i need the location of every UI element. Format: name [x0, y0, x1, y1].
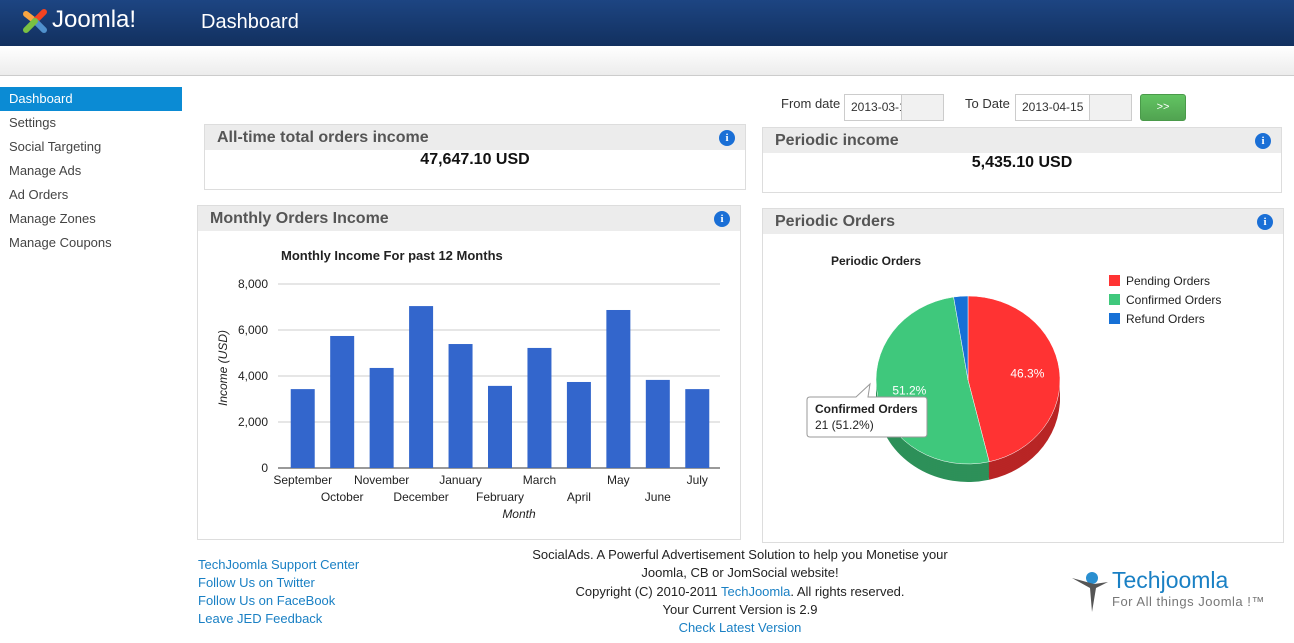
footer-link-row: Follow Us on FaceBook: [198, 592, 359, 610]
submit-button[interactable]: >>: [1140, 94, 1186, 121]
toolbar: [0, 46, 1294, 76]
menu-item[interactable]: Manage Zones: [0, 207, 182, 231]
footer-link-row: Follow Us on Twitter: [198, 574, 359, 592]
footer-about: SocialAds. A Powerful Advertisement Solu…: [520, 546, 960, 637]
copyright-text: . All rights reserved.: [790, 584, 904, 599]
brand: Techjoomla: [1112, 567, 1228, 594]
copyright-text: Copyright (C) 2010-2011: [575, 584, 717, 599]
calendar-button[interactable]: [901, 95, 943, 120]
header: Joomla! Dashboard: [0, 0, 1294, 46]
info-icon[interactable]: i: [714, 211, 730, 227]
footer-links: TechJoomla Support Center Follow Us on Tw…: [198, 556, 359, 628]
copyright-link[interactable]: TechJoomla: [721, 584, 790, 599]
to-input[interactable]: 2013-04-15: [1015, 94, 1132, 121]
panel-title: Monthly Orders Income: [198, 206, 740, 231]
from-label: From date: [781, 96, 840, 111]
footer-link[interactable]: Follow Us on Twitter: [198, 575, 315, 590]
periodic-income-value: 5,435.10 USD: [763, 153, 1281, 172]
periodic-income-panel: Periodic incomei 5,435.10 USD: [762, 127, 1282, 193]
panel-title: All-time total orders income: [205, 125, 745, 150]
total-income-value: 47,647.10 USD: [205, 150, 745, 169]
page-title: Dashboard: [201, 11, 299, 34]
info-icon[interactable]: i: [1257, 214, 1273, 230]
footer-link[interactable]: TechJoomla Support Center: [198, 557, 359, 572]
panel-title: Periodic income: [763, 128, 1281, 153]
menu-item[interactable]: Manage Ads: [0, 159, 182, 183]
logo-text: Joomla!: [52, 6, 136, 34]
to-value: 2013-04-15: [1022, 100, 1083, 114]
footer-link-row: Leave JED Feedback: [198, 610, 359, 628]
info-icon[interactable]: i: [719, 130, 735, 146]
menu-item[interactable]: Manage Coupons: [0, 231, 182, 255]
version: Your Current Version is 2.9: [520, 601, 960, 619]
orders-panel: Periodic Ordersi: [762, 208, 1284, 543]
footer-link[interactable]: Follow Us on FaceBook: [198, 593, 335, 608]
menu-item[interactable]: Dashboard: [0, 87, 182, 111]
menu-item[interactable]: Social Targeting: [0, 135, 182, 159]
menu-item[interactable]: Settings: [0, 111, 182, 135]
sidebar: DashboardSettingsSocial TargetingManage …: [0, 87, 182, 255]
footer-link[interactable]: Leave JED Feedback: [198, 611, 322, 626]
panel-title: Periodic Orders: [763, 209, 1283, 234]
check-version[interactable]: Check Latest Version: [679, 620, 802, 635]
about-text: SocialAds. A Powerful Advertisement Solu…: [520, 546, 960, 583]
total-income-panel: All-time total orders incomei 47,647.10 U…: [204, 124, 746, 190]
calendar-button[interactable]: [1089, 95, 1131, 120]
footer-link-row: TechJoomla Support Center: [198, 556, 359, 574]
menu-item[interactable]: Ad Orders: [0, 183, 182, 207]
to-label: To Date: [965, 96, 1010, 111]
brand-icon: [1070, 570, 1110, 614]
logo-icon: [20, 6, 50, 36]
info-icon[interactable]: i: [1255, 133, 1271, 149]
from-input[interactable]: 2013-03-16: [844, 94, 944, 121]
monthly-panel: Monthly Orders Incomei: [197, 205, 741, 540]
copyright: Copyright (C) 2010-2011 TechJoomla. All …: [520, 583, 960, 601]
tagline: For All things Joomla !™: [1112, 594, 1265, 609]
